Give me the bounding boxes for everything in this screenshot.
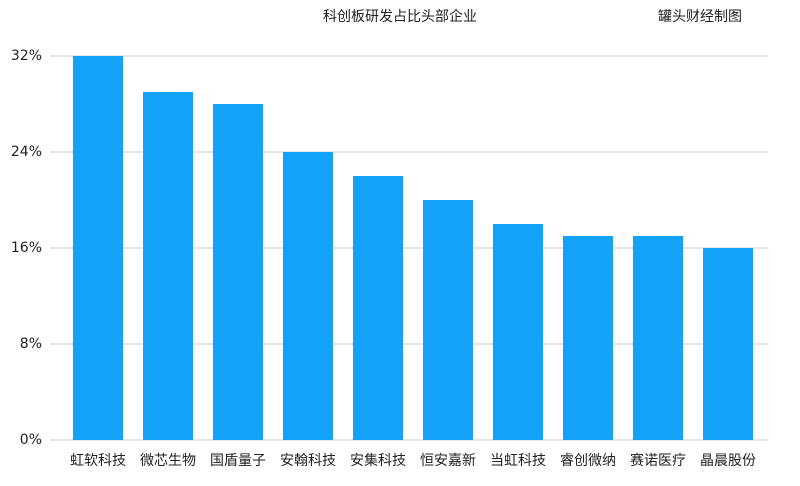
y-tick-label: 0% — [20, 432, 42, 448]
bar — [73, 56, 123, 440]
x-tick-label: 微芯生物 — [140, 453, 196, 469]
chart-title: 科创板研发占比头部企业 — [323, 8, 477, 25]
x-tick-label: 当虹科技 — [490, 453, 546, 469]
x-tick-label: 安翰科技 — [280, 453, 336, 469]
y-tick-label: 8% — [20, 336, 42, 352]
y-tick-label: 16% — [11, 240, 42, 256]
bar — [143, 92, 193, 440]
x-tick-label: 恒安嘉新 — [420, 453, 476, 469]
x-tick-label: 安集科技 — [350, 452, 406, 469]
bar — [493, 224, 543, 440]
x-tick-label: 国盾量子 — [210, 453, 266, 469]
bar — [353, 176, 403, 440]
x-tick-label: 虹软科技 — [70, 453, 126, 469]
x-tick-label: 赛诺医疗 — [630, 453, 686, 469]
y-tick-label: 32% — [11, 48, 42, 64]
bar — [283, 152, 333, 440]
bar — [213, 104, 263, 440]
bar — [703, 248, 753, 440]
bar — [423, 200, 473, 440]
bar — [633, 236, 683, 440]
bar — [563, 236, 613, 440]
chart-source: 罐头财经制图 — [658, 9, 742, 25]
x-tick-label: 睿创微纳 — [560, 453, 616, 469]
x-tick-label: 晶晨股份 — [700, 453, 756, 469]
y-tick-label: 24% — [11, 144, 42, 160]
